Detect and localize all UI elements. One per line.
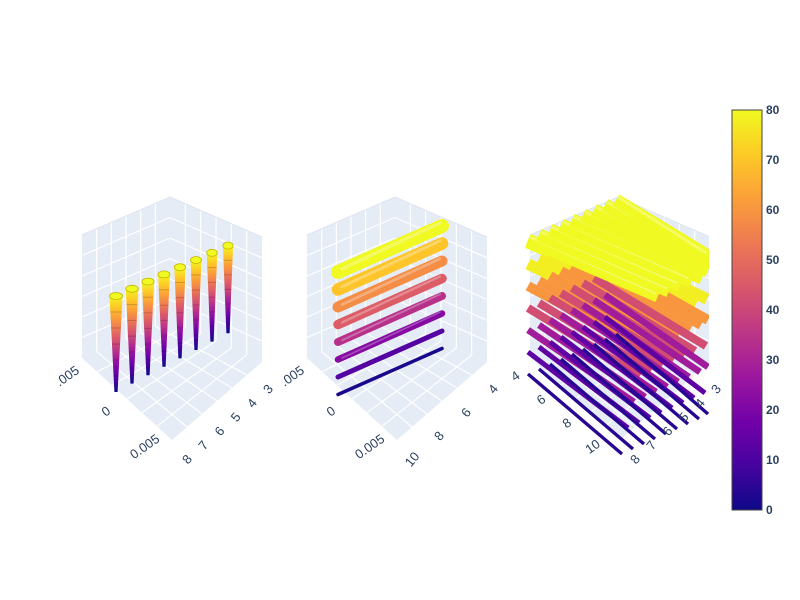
right-tube xyxy=(581,347,679,431)
center-y-tick-label: .005 xyxy=(278,363,307,390)
colorbar: 0 10 20 30 40 50 60 70 80 xyxy=(731,103,780,517)
left-x-tick-label: 3 xyxy=(260,381,276,396)
left-x-tick-label: 6 xyxy=(211,424,227,439)
right-tube-top xyxy=(569,214,705,282)
right-tube-top xyxy=(547,224,683,292)
grid-line xyxy=(381,354,473,427)
colorbar-tick-label: 40 xyxy=(766,303,780,317)
left-tube xyxy=(222,245,234,334)
colorbar-tick-label: 80 xyxy=(766,103,780,117)
left-tube-cap xyxy=(173,263,187,272)
center-tube xyxy=(336,346,444,397)
right-panel-mask xyxy=(709,180,731,480)
left-tube xyxy=(190,260,202,350)
center-tube xyxy=(335,328,445,380)
colorbar-tick-label: 30 xyxy=(766,353,780,367)
right-tube xyxy=(559,357,657,441)
right-tube xyxy=(537,367,635,451)
center-tube-highlight xyxy=(340,239,442,289)
right-tube xyxy=(592,297,702,375)
center-tube xyxy=(331,219,449,279)
center-x-tick-label: 8 xyxy=(431,428,447,443)
left-tube-cap xyxy=(141,277,155,286)
center-tube-highlight xyxy=(340,257,442,306)
left-x-tick-label: 5 xyxy=(228,409,244,424)
grid-line xyxy=(156,354,248,427)
right-y-tick-label: 8 xyxy=(560,415,575,431)
right-y-tick-label: 6 xyxy=(534,391,549,407)
right-x-tick-label: 8 xyxy=(627,452,643,467)
center-tube-highlight xyxy=(341,311,441,359)
left-tube-cap xyxy=(206,248,218,257)
left-tube-cap xyxy=(157,270,171,279)
left-tube xyxy=(125,288,139,384)
right-tube xyxy=(548,362,646,446)
center-x-tick-label: 4 xyxy=(485,381,501,396)
frame-top xyxy=(81,196,263,238)
right-tube-highlight xyxy=(617,195,707,255)
left-tube xyxy=(174,267,186,359)
left-x-tick-label: 8 xyxy=(179,452,195,467)
right-tube xyxy=(526,372,624,456)
center-y-tick-label: 0 xyxy=(324,403,339,419)
center-x-tick-label: 6 xyxy=(458,405,474,420)
floor xyxy=(82,320,262,440)
center-y-tick-label: 0.005 xyxy=(352,431,387,462)
colorbar-gradient xyxy=(731,109,763,511)
center-tube-highlight xyxy=(340,221,442,271)
scene-center[interactable]: .005 0 0.005 468 10 xyxy=(278,196,502,470)
grid-line xyxy=(81,298,171,339)
left-tube xyxy=(158,274,170,367)
left-tube-cap xyxy=(125,284,139,293)
right-tube-top xyxy=(536,229,672,297)
colorbar-tick-label: 10 xyxy=(766,453,780,467)
center-tube xyxy=(331,237,449,296)
grid-line xyxy=(169,298,263,342)
left-tube-cap xyxy=(109,292,123,300)
colorbar-tick-label: 0 xyxy=(766,503,773,517)
left-tube xyxy=(109,296,123,392)
left-x-tick-label: 4 xyxy=(244,395,260,410)
right-tube xyxy=(614,332,710,416)
frame-top xyxy=(306,196,488,238)
right-y-tick-label: 10 xyxy=(582,436,602,457)
right-y-tick-label: 4 xyxy=(508,368,523,384)
right-x-tick-label: 4 xyxy=(692,395,708,410)
colorbar-tick-label: 70 xyxy=(766,153,780,167)
right-tube xyxy=(591,274,709,350)
center-tube-highlight xyxy=(340,275,442,324)
right-tube-top xyxy=(525,234,661,302)
left-x-tick-label: 7 xyxy=(195,438,211,453)
left-tube-cap xyxy=(190,256,202,264)
right-tube xyxy=(603,337,701,421)
colorbar-tick-label: 60 xyxy=(766,203,780,217)
right-x-tick-label: 7 xyxy=(643,438,659,453)
right-tube xyxy=(592,342,690,426)
center-x-tick-label: 10 xyxy=(402,449,423,470)
colorbar-tick-label: 50 xyxy=(766,253,780,267)
left-tube xyxy=(141,281,155,376)
right-tube xyxy=(603,315,707,395)
colorbar-tick-label: 20 xyxy=(766,403,780,417)
left-tube-cap xyxy=(222,241,234,250)
left-y-tick-label: .005 xyxy=(53,363,82,390)
center-tube xyxy=(332,255,448,313)
right-tube xyxy=(603,292,710,370)
right-tube xyxy=(570,352,668,436)
center-tube xyxy=(333,273,447,330)
center-tube xyxy=(334,310,446,363)
left-tube xyxy=(206,252,218,342)
right-tube-top xyxy=(558,219,694,287)
left-y-tick-label: 0 xyxy=(99,403,114,419)
right-tube-top xyxy=(612,194,712,262)
left-y-tick-label: 0.005 xyxy=(127,431,162,462)
center-tube xyxy=(334,292,446,346)
center-tube-highlight xyxy=(341,293,441,342)
